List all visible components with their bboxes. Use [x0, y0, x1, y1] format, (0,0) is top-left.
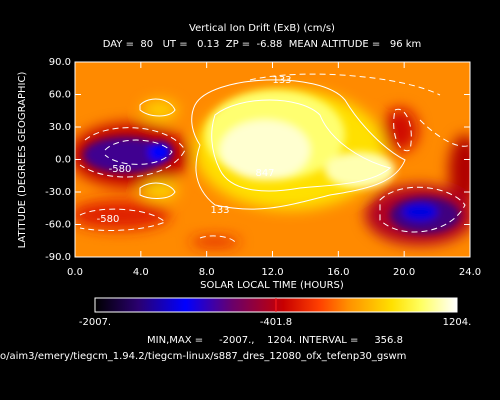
- x-axis-label: SOLAR LOCAL TIME (HOURS): [200, 280, 344, 291]
- y-tick-label: 30.0: [49, 122, 71, 133]
- x-tick-label: 16.0: [327, 267, 349, 278]
- chart-subtitle: DAY = 80 UT = 0.13 ZP = -6.88 MEAN ALTIT…: [103, 39, 422, 50]
- contour-field: [75, 62, 470, 257]
- x-tick-label: 12.0: [261, 267, 283, 278]
- y-tick-label: 90.0: [49, 57, 71, 68]
- contour-label: 133: [272, 75, 291, 86]
- contour-label: -580: [109, 164, 132, 175]
- colorbar-tick-label: -401.8: [260, 317, 292, 328]
- contour-label: 133: [210, 205, 229, 216]
- contour-label: -580: [97, 214, 120, 225]
- y-tick-label: 0.0: [55, 155, 71, 166]
- y-tick-label: -60.0: [45, 220, 71, 231]
- y-tick-label: 60.0: [49, 90, 71, 101]
- x-tick-label: 4.0: [133, 267, 149, 278]
- colorbar-tick-label: 1204.: [443, 317, 472, 328]
- colorbar-tick-label: -2007.: [79, 317, 111, 328]
- y-tick-label: -30.0: [45, 187, 71, 198]
- x-tick-label: 20.0: [393, 267, 415, 278]
- y-tick-label: -90.0: [45, 252, 71, 263]
- y-axis-label: LATITUDE (DEGREES GEOGRAPHIC): [17, 72, 28, 249]
- stats: MIN,MAX = -2007., 1204. INTERVAL = 356.8: [147, 335, 403, 346]
- contour-label: 847: [255, 168, 274, 179]
- chart-title: Vertical Ion Drift (ExB) (cm/s): [189, 23, 335, 34]
- footer-path: o/aim3/emery/tiegcm_1.94.2/tiegcm-linux/…: [0, 351, 406, 362]
- x-tick-label: 8.0: [199, 267, 215, 278]
- x-tick-label: 24.0: [459, 267, 481, 278]
- x-tick-label: 0.0: [67, 267, 83, 278]
